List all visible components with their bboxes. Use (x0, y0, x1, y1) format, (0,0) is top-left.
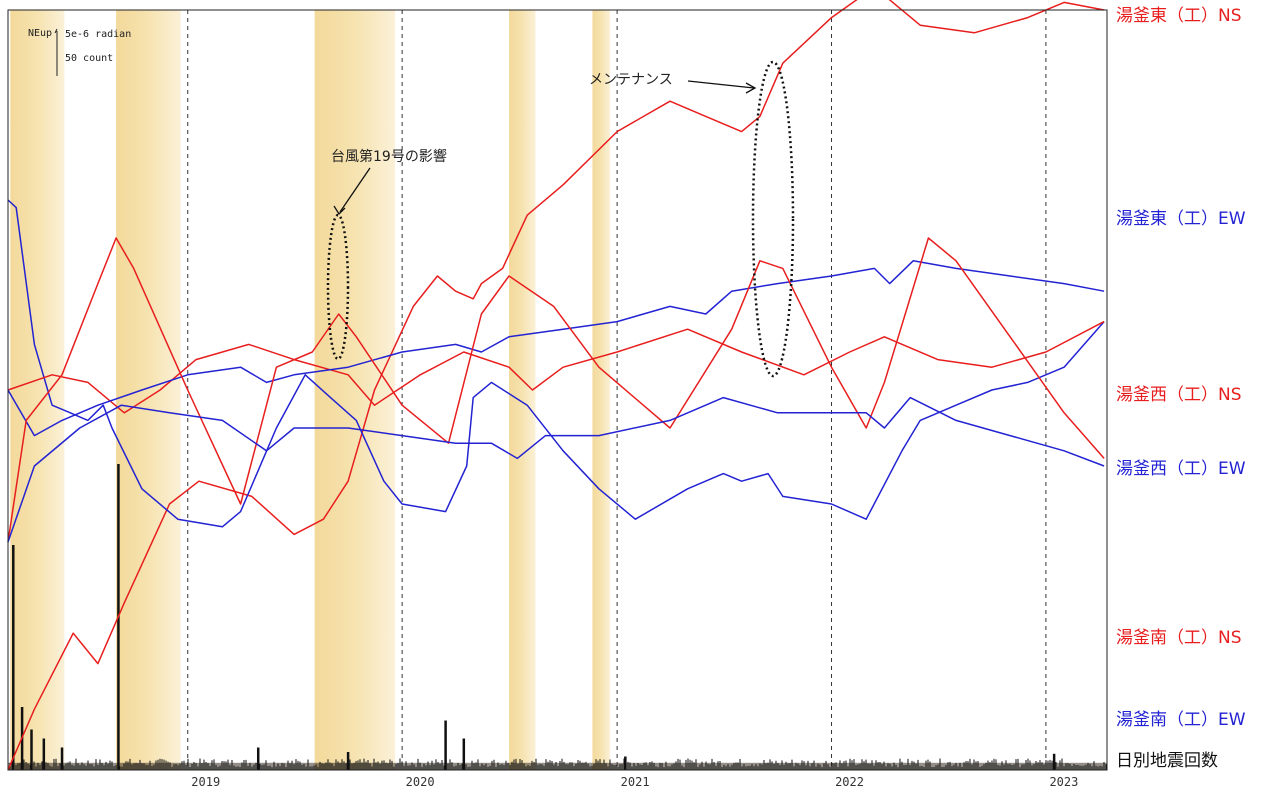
x-tick-2022: 2022 (835, 775, 864, 789)
annotation-maintenance: メンテナンス (589, 72, 673, 88)
typhoon-ellipse (326, 213, 350, 361)
shaded-period-2 (314, 10, 396, 770)
series-line-0 (7, 0, 1105, 771)
shaded-period-1 (116, 10, 181, 770)
series-line-1 (7, 199, 1105, 528)
plot-frame (7, 9, 1108, 771)
label-yugama-east-ew: 湯釜東（工）EW (1116, 209, 1246, 229)
x-tick-2021: 2021 (621, 775, 650, 789)
series-line-4 (7, 237, 1105, 543)
series-labels: 湯釜東（工）NS 湯釜東（工）EW 湯釜西（工）NS 湯釜西（工）EW 湯釜南（… (1116, 6, 1246, 771)
maintenance-ellipse (751, 60, 795, 378)
shaded-period-3 (509, 10, 536, 770)
scale-bar: NEup 5e-6 radian 50 count (28, 28, 131, 76)
annotations: 台風第19号の影響 メンテナンス (326, 60, 795, 378)
label-yugama-south-ew: 湯釜南（工）EW (1116, 710, 1246, 730)
annotation-typhoon: 台風第19号の影響 (331, 148, 447, 165)
tick-labels: 2019 2020 2021 2022 2023 (191, 775, 1078, 789)
x-tick-2019: 2019 (191, 775, 220, 789)
scale-count-label: 50 count (65, 53, 113, 64)
x-tick-2023: 2023 (1049, 775, 1078, 789)
label-yugama-south-ns: 湯釜南（工）NS (1116, 628, 1242, 648)
shaded-periods (10, 10, 611, 770)
series-line-2 (7, 320, 1105, 414)
x-tick-2020: 2020 (406, 775, 435, 789)
scale-unit-label: NEup (28, 28, 52, 39)
label-yugama-west-ew: 湯釜西（工）EW (1116, 459, 1246, 479)
scale-tilt-label: 5e-6 radian (65, 29, 131, 40)
shaded-period-4 (592, 10, 611, 770)
tilt-series-lines (7, 0, 1105, 771)
shaded-period-0 (10, 10, 65, 770)
series-line-5 (7, 396, 1105, 543)
series-line-3 (7, 260, 1105, 437)
label-daily-quake-count: 日別地震回数 (1116, 751, 1218, 771)
label-yugama-west-ns: 湯釜西（工）NS (1116, 385, 1242, 405)
label-yugama-east-ns: 湯釜東（工）NS (1116, 6, 1242, 26)
